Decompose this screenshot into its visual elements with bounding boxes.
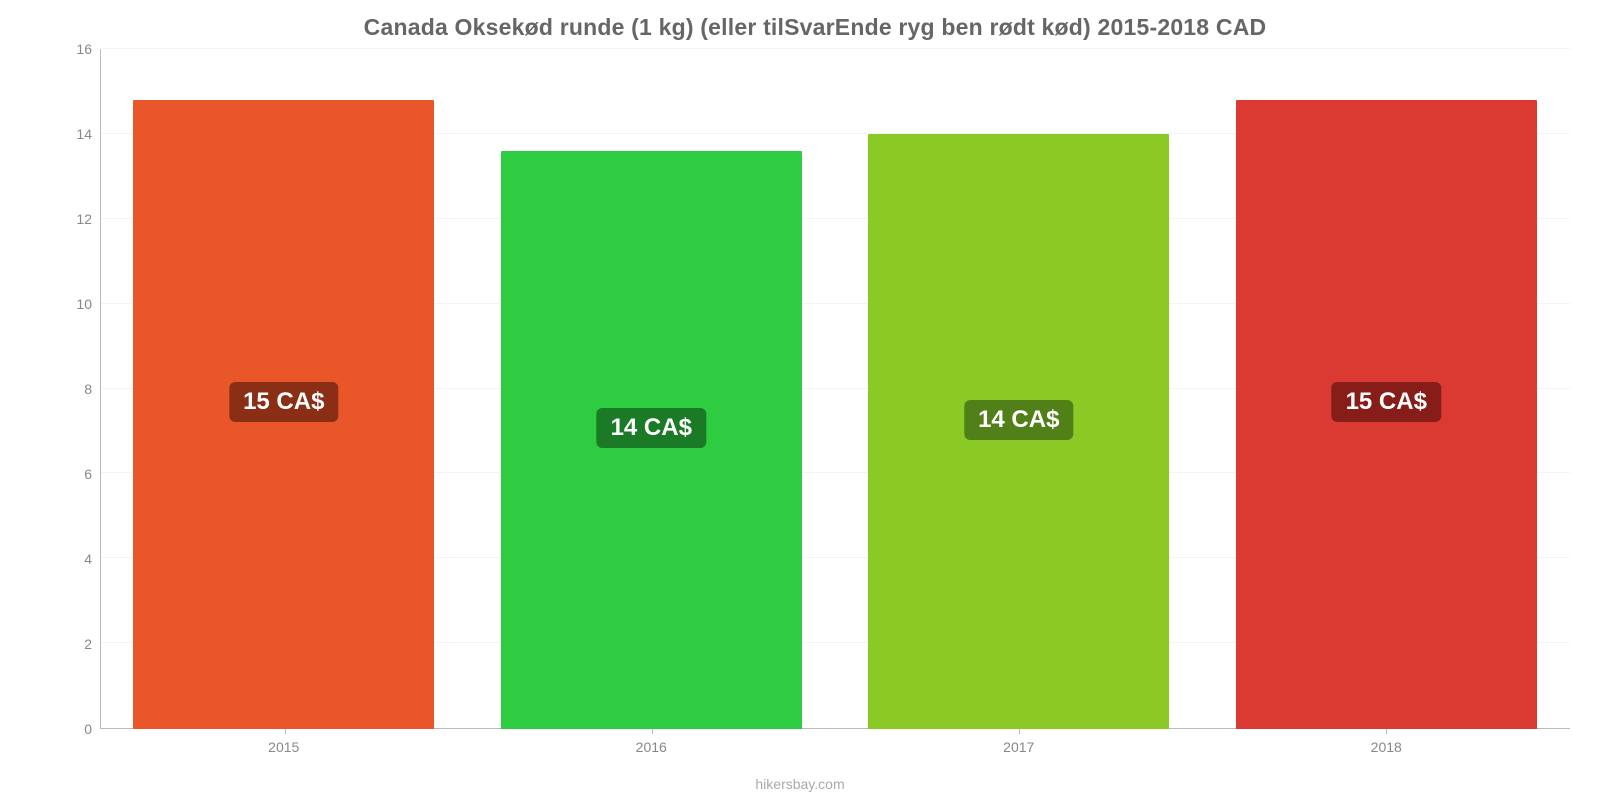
bars-layer: 15 CA$ 2015 14 CA$ 2016 14 CA$ 2017 15 C… [100,49,1570,729]
y-tick-label: 0 [84,721,92,737]
bar-2017: 14 CA$ [868,134,1169,729]
chart-container: Canada Oksekød runde (1 kg) (eller tilSv… [0,0,1600,800]
x-tick-label: 2018 [1371,739,1402,755]
y-tick-label: 6 [84,466,92,482]
bar-2018: 15 CA$ [1236,100,1537,729]
bar-slot: 14 CA$ 2016 [468,49,836,729]
x-tick-label: 2017 [1003,739,1034,755]
bar-2016: 14 CA$ [501,151,802,729]
y-tick-label: 10 [76,296,92,312]
bar-slot: 15 CA$ 2015 [100,49,468,729]
plot-area: 0 2 4 6 8 10 12 14 16 [60,49,1570,729]
bar-slot: 14 CA$ 2017 [835,49,1203,729]
y-tick-label: 4 [84,551,92,567]
y-tick-label: 16 [76,41,92,57]
y-tick-label: 2 [84,636,92,652]
y-tick-label: 8 [84,381,92,397]
value-badge: 14 CA$ [597,408,706,448]
bar-2015: 15 CA$ [133,100,434,729]
y-tick-label: 12 [76,211,92,227]
y-axis: 0 2 4 6 8 10 12 14 16 [60,49,100,729]
chart-title: Canada Oksekød runde (1 kg) (eller tilSv… [60,14,1570,41]
value-badge: 15 CA$ [1332,382,1441,422]
x-tick-label: 2016 [636,739,667,755]
x-tick-label: 2015 [268,739,299,755]
bar-slot: 15 CA$ 2018 [1203,49,1571,729]
credit-text: hikersbay.com [0,776,1600,792]
value-badge: 15 CA$ [229,382,338,422]
value-badge: 14 CA$ [964,400,1073,440]
y-tick-label: 14 [76,126,92,142]
